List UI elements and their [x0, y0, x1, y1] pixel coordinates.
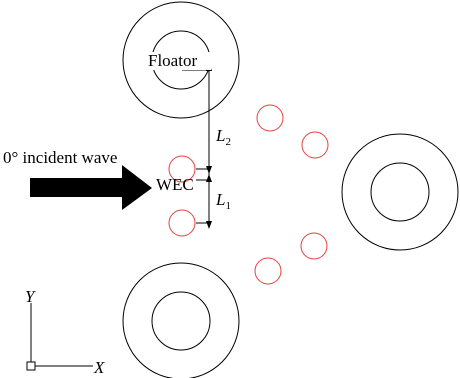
floater-bottom — [122, 262, 240, 378]
incident-wave-label: 0° incident wave — [3, 148, 117, 167]
l2-arrowhead-bottom — [206, 166, 212, 174]
axis-x-label: X — [93, 358, 105, 377]
wec-circle-upper-left — [168, 155, 196, 183]
wec-group — [168, 104, 329, 285]
square-origin-icon — [26, 361, 36, 371]
wec-circle-lower-mid — [254, 257, 282, 285]
wec-circle-upper-right — [301, 131, 329, 159]
l1-arrowhead-bottom — [206, 221, 212, 229]
floater-bottom-inner-ring — [151, 291, 211, 351]
wec-circle-lower-left — [168, 209, 196, 237]
l2-subscript: 2 — [225, 136, 231, 148]
floater-right-inner-ring — [370, 162, 430, 222]
wec-label: WEC — [156, 175, 194, 194]
floater-label: Floator — [148, 51, 197, 70]
floater-top-outer-ring — [122, 1, 240, 119]
right-arrow-icon — [30, 165, 152, 210]
l1-subscript: 1 — [225, 200, 231, 212]
l2-label: L2 — [215, 126, 231, 148]
floater-right — [341, 133, 459, 251]
floater-bottom-outer-ring — [122, 262, 240, 378]
l1-label: L1 — [215, 190, 231, 212]
axis-indicator — [26, 303, 93, 371]
wec-circle-lower-right — [300, 232, 328, 260]
l1-arrowhead-top — [206, 174, 212, 182]
floater-right-outer-ring — [341, 133, 459, 251]
floater-label-background — [147, 52, 211, 70]
axis-y-label: Y — [25, 287, 36, 306]
dimension-lines — [182, 63, 212, 229]
wec-circle-upper-mid — [256, 104, 284, 132]
